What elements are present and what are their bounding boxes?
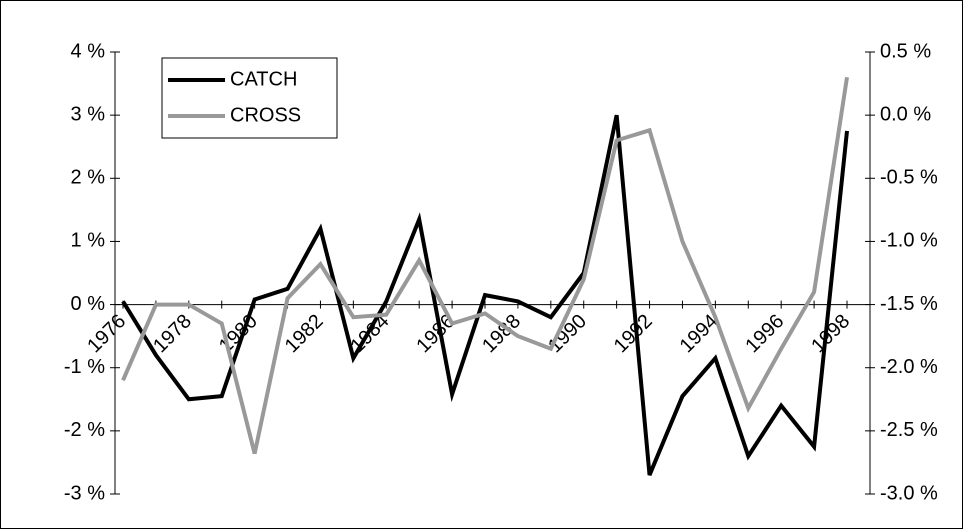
y2-tick-label: -1.0 % — [880, 230, 938, 252]
y-tick-label: -1 % — [64, 356, 105, 378]
y2-tick-label: -2.0 % — [880, 356, 938, 378]
y-tick-label: 4 % — [71, 40, 106, 62]
legend-box — [161, 57, 338, 139]
y-tick-label: 2 % — [71, 167, 106, 189]
y-tick-label: -3 % — [64, 482, 105, 504]
y2-tick-label: -2.5 % — [880, 419, 938, 441]
y-tick-label: 3 % — [71, 103, 106, 125]
y2-tick-label: 0.5 % — [880, 40, 931, 62]
y-tick-label: 1 % — [71, 230, 106, 252]
legend-label: CATCH — [230, 68, 297, 90]
y2-tick-label: -0.5 % — [880, 167, 938, 189]
series-line — [121, 114, 849, 476]
y-tick-label: 0 % — [71, 293, 106, 315]
y2-tick-label: 0.0 % — [880, 103, 931, 125]
y2-tick-label: -1.5 % — [880, 293, 938, 315]
y2-tick-label: -3.0 % — [880, 482, 938, 504]
series-line — [121, 76, 849, 455]
y-tick-label: -2 % — [64, 419, 105, 441]
legend-label: CROSS — [230, 104, 301, 126]
legend: CATCH CROSS — [161, 57, 338, 139]
